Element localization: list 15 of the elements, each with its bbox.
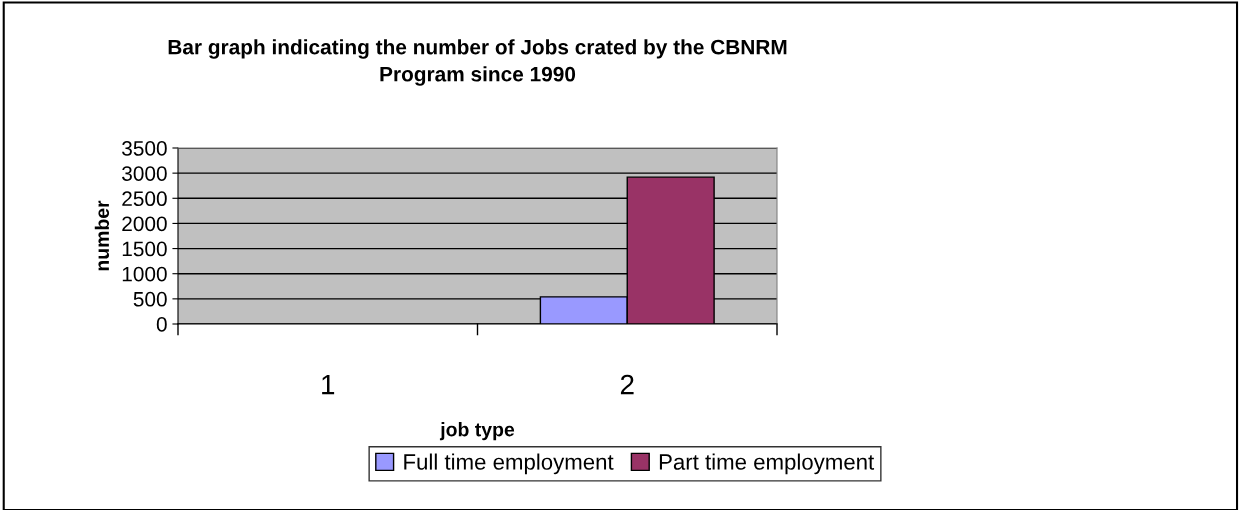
chart-title: Bar graph indicating the number of Jobs crated by the CBNRM Program since 1990 — [168, 39, 787, 86]
x-tick-label: 1 — [322, 375, 335, 395]
y-tick-label: 2000 — [122, 216, 167, 232]
y-tick-label: 2500 — [122, 191, 167, 207]
legend-label: Part time employment — [659, 453, 875, 475]
legend-label: Full time employment — [404, 453, 614, 475]
y-axis-title: number — [94, 200, 110, 271]
y-tick-label: 1500 — [122, 241, 167, 257]
y-tick-label: 3000 — [122, 166, 167, 181]
y-tick-label: 1000 — [122, 266, 167, 282]
y-tick-label: 3500 — [122, 141, 167, 156]
y-tick-label: 500 — [133, 291, 167, 307]
x-tick-label: 2 — [620, 374, 634, 395]
x-axis-title: job type — [439, 422, 515, 441]
y-tick-label: 0 — [156, 317, 167, 332]
